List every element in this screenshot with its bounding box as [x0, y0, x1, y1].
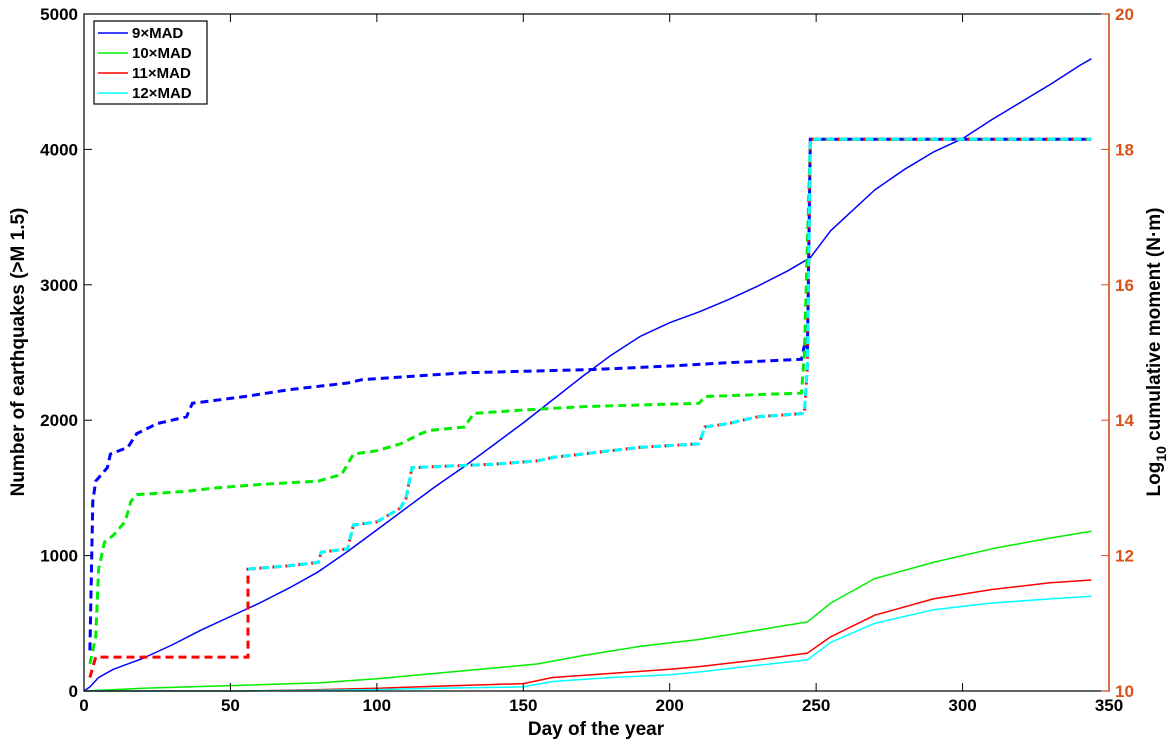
legend-label-11mad: 11×MAD	[132, 65, 191, 82]
x-tick-label: 250	[802, 696, 830, 715]
y-axis-title-left: Number of earthquakes (>M 1.5)	[8, 208, 29, 497]
legend-label-10mad: 10×MAD	[132, 45, 192, 62]
y-tick-label-left: 5000	[40, 5, 78, 24]
x-axis-title: Day of the year	[528, 719, 665, 740]
y-tick-label-right: 20	[1115, 5, 1134, 24]
x-tick-label: 200	[656, 696, 684, 715]
series-layer	[83, 58, 1092, 692]
count-line-10mad	[83, 530, 1092, 692]
y-tick-label-left: 2000	[40, 411, 78, 430]
y-tick-label-right: 14	[1115, 411, 1134, 430]
axes-layer: 0 50 100 150 200 250 300 350 0 1000 2000 3000 4000 50…	[40, 5, 1134, 715]
y-tick-label-right: 10	[1115, 682, 1134, 701]
x-tick-label: 350	[1095, 696, 1123, 715]
x-tick-label: 50	[221, 696, 240, 715]
y-axis-title-right-prefix: Log	[1144, 462, 1165, 497]
moment-line-12mad	[247, 137, 1092, 571]
count-line-9mad	[83, 58, 1092, 692]
count-line-12mad	[84, 595, 1092, 692]
y-axis-title-right-subscript: 10	[1153, 446, 1169, 462]
y-tick-label-left: 3000	[40, 276, 78, 295]
y-axis-title-right-suffix: cumulative moment (N·m)	[1144, 208, 1165, 447]
x-tick-label: 150	[509, 696, 537, 715]
x-tick-label: 0	[79, 696, 88, 715]
legend-box	[93, 20, 208, 105]
legend-label-9mad: 9×MAD	[132, 25, 183, 42]
y-tick-label-right: 18	[1115, 140, 1134, 159]
moment-line-9mad	[88, 137, 1092, 651]
moment-line-10mad	[88, 137, 1092, 665]
plot-background	[84, 14, 1109, 691]
y-tick-label-left: 1000	[40, 547, 78, 566]
y-tick-label-right: 16	[1115, 276, 1134, 295]
x-tick-label: 300	[948, 696, 976, 715]
y-axis-title-right: Log10 cumulative moment (N·m)	[1144, 208, 1169, 497]
count-line-11mad	[84, 579, 1092, 692]
legend-label-12mad: 12×MAD	[132, 85, 192, 102]
legend: 9×MAD 10×MAD 11×MAD 12×MAD	[93, 20, 208, 105]
y-tick-label-left: 4000	[40, 140, 78, 159]
y-tick-label-right: 12	[1115, 547, 1134, 566]
x-tick-label: 100	[363, 696, 391, 715]
y-tick-label-left: 0	[69, 682, 78, 701]
